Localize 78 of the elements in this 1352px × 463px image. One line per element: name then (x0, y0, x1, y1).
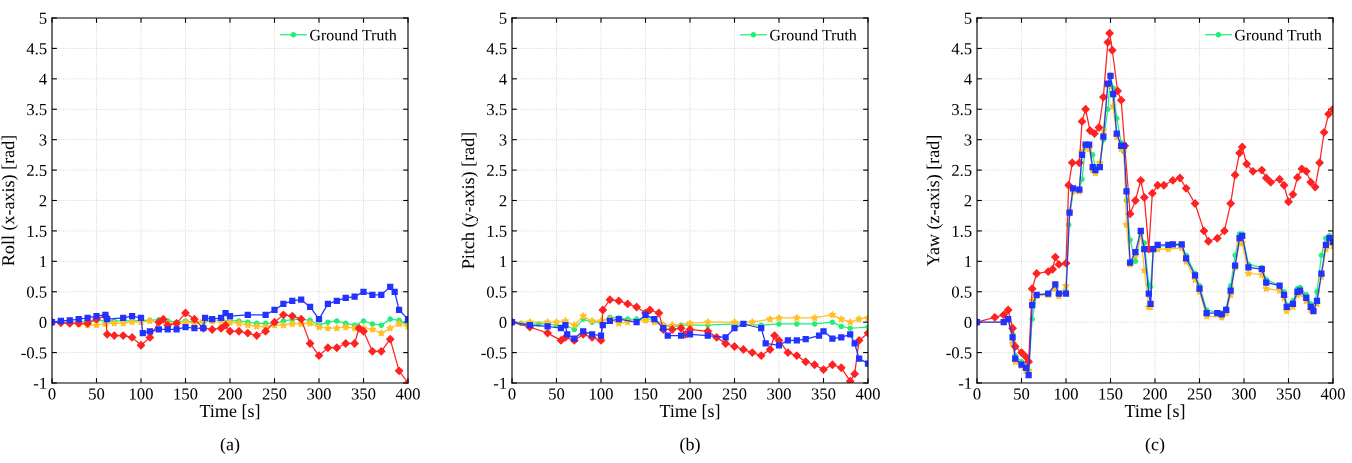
x-tick-label: 0 (973, 388, 981, 400)
x-tick-label: 300 (767, 388, 791, 400)
y-tick-label: 0.5 (951, 286, 972, 298)
x-tick-label: 50 (89, 388, 105, 400)
y-tick-label: 2.5 (27, 164, 47, 177)
y-tick-label: 2.5 (952, 164, 972, 177)
y-tick-label: 2.5 (487, 164, 507, 177)
x-tick-label: 50 (549, 388, 565, 400)
text: (c) (1145, 437, 1165, 455)
x-tick-label: 200 (218, 388, 242, 400)
x-tick-label: 400 (855, 388, 880, 400)
y-tick-label: 1 (40, 256, 47, 268)
y-tick-label: 1.5 (487, 225, 507, 237)
y-tick-label: 1.5 (952, 225, 972, 237)
x-tick-label: 400 (1320, 388, 1345, 400)
x-tick-label: 100 (129, 388, 153, 400)
x-tick-label: 300 (1232, 388, 1256, 400)
x-tick-label: 0 (48, 388, 56, 400)
y-tick-label: 0 (964, 316, 972, 329)
y-tick-label: 3 (499, 134, 507, 146)
y-tick-label: 1.5 (27, 225, 47, 237)
x-tick-label: 200 (678, 388, 702, 400)
y-tick-label: -0.5 (481, 347, 507, 359)
x-tick-label: 50 (1014, 388, 1030, 400)
x-tick-label: 150 (174, 388, 198, 400)
y-axis-title: Pitch (y-axis) [rad] (461, 133, 478, 269)
y-tick-label: 2 (499, 195, 507, 207)
y-tick-label: 0.5 (26, 286, 47, 298)
y-tick-label: 3 (964, 134, 972, 146)
x-tick-label: 250 (722, 388, 747, 400)
y-tick-label: 3 (39, 134, 47, 146)
y-tick-label: 3.5 (27, 104, 47, 116)
legend-label: Ground Truth (1235, 29, 1322, 41)
y-axis-title: Yaw (z-axis) [rad] (926, 136, 943, 267)
y-tick-label: 4 (964, 73, 972, 85)
legend-label: Ground Truth (770, 29, 857, 41)
y-tick-label: 4.5 (951, 43, 972, 55)
x-tick-label: 100 (1054, 388, 1078, 400)
y-tick-label: 3.5 (487, 104, 507, 116)
y-tick-label: -1 (493, 377, 507, 389)
y-tick-label: 0 (499, 316, 507, 329)
y-tick-label: -1 (958, 377, 972, 389)
x-tick-label: 350 (351, 388, 376, 400)
y-tick-label: 4.5 (486, 43, 507, 55)
x-tick-label: 150 (634, 388, 658, 400)
y-tick-label: 5 (964, 12, 972, 24)
y-tick-label: 2 (964, 195, 972, 207)
x-tick-label: 350 (1276, 388, 1301, 400)
y-tick-label: 2 (39, 195, 47, 207)
x-tick-label: 0 (508, 388, 516, 400)
y-tick-label: -0.5 (946, 347, 972, 359)
y-tick-label: -1 (33, 377, 47, 389)
x-tick-label: 350 (811, 388, 836, 400)
y-tick-label: 4 (39, 73, 47, 85)
text: (a) (220, 437, 240, 455)
x-tick-label: 150 (1099, 388, 1123, 400)
x-tick-label: 400 (395, 388, 420, 400)
y-tick-label: 4 (499, 73, 507, 85)
x-tick-label: 250 (262, 388, 287, 400)
x-tick-label: 100 (589, 388, 613, 400)
text: (b) (680, 437, 700, 455)
y-tick-label: 5 (39, 12, 47, 24)
x-axis-title: Time [s] (659, 404, 720, 420)
y-tick-label: 0.5 (486, 286, 507, 298)
legend-label: Ground Truth (310, 29, 397, 41)
y-tick-label: 4.5 (26, 43, 47, 55)
y-tick-label: 1 (965, 256, 972, 268)
y-tick-label: 3.5 (952, 104, 972, 116)
y-tick-label: 5 (499, 12, 507, 24)
x-tick-label: 300 (307, 388, 331, 400)
x-axis-title: Time [s] (199, 404, 260, 420)
y-tick-label: 0 (39, 316, 47, 329)
y-tick-label: 1 (500, 256, 507, 268)
x-tick-label: 250 (1187, 388, 1212, 400)
x-axis-title: Time [s] (1124, 404, 1185, 420)
y-tick-label: -0.5 (21, 347, 47, 359)
x-tick-label: 200 (1143, 388, 1167, 400)
y-axis-title: Roll (x-axis) [rad] (1, 136, 18, 266)
